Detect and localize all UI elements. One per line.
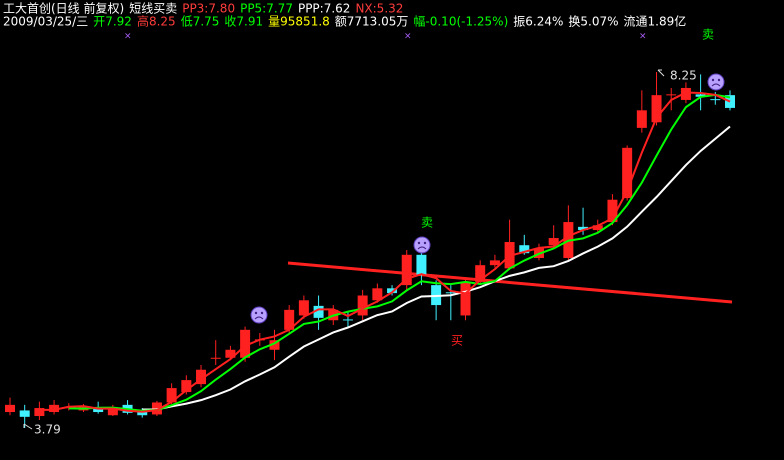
header-item: 短线买卖: [129, 2, 177, 16]
candle-body: [401, 254, 412, 286]
marker: ×: [124, 32, 132, 42]
header-item: 流通1.89亿: [624, 14, 687, 29]
candle-body: [607, 199, 618, 223]
header-line1: 工大首创(日线 前复权) 短线买卖 PP3:7.80 PP5:7.77 PPP:7.62…: [3, 1, 403, 16]
candle-body: [622, 147, 633, 199]
candle-body: [372, 288, 383, 301]
min-arrow: [23, 423, 33, 430]
candle-body: [666, 94, 677, 96]
candle-body: [93, 407, 104, 413]
candle-body: [651, 95, 662, 123]
face-icon: [413, 236, 431, 254]
candle-body: [181, 380, 192, 393]
candle-body: [284, 309, 295, 330]
candle-body: [166, 388, 177, 403]
markers: × × ×: [124, 32, 647, 42]
candle-body: [342, 319, 353, 321]
sell-signal: 卖: [421, 216, 433, 230]
candle-body: [592, 225, 603, 231]
candle-body: [49, 404, 60, 413]
candle-body: [19, 410, 30, 417]
header-item: 收7.91: [224, 15, 263, 29]
candle-body: [240, 329, 251, 358]
header-item: 低7.75: [181, 15, 220, 29]
header-item: 换5.07%: [568, 15, 618, 29]
header-item: 开7.92: [93, 15, 132, 29]
candle-body: [636, 110, 647, 128]
header-item: NX:5.32: [355, 2, 403, 16]
candle-body: [695, 94, 706, 97]
candle-body: [460, 281, 471, 316]
header-item: PPP:7.62: [298, 2, 350, 16]
candle-body: [196, 369, 207, 385]
plot: [5, 72, 735, 428]
header-item: 量95851.8: [268, 15, 330, 29]
candle-body: [578, 226, 589, 231]
candle-body: [519, 245, 530, 254]
moving-average: [142, 125, 731, 411]
face-icon: [250, 306, 268, 324]
header-item: 额7713.05万: [335, 15, 409, 29]
candle-body: [680, 87, 691, 100]
trend-line: [287, 261, 733, 304]
header-item: 高8.25: [137, 14, 176, 29]
header-item: 工大首创(日线 前复权): [3, 1, 124, 16]
candle-body: [489, 260, 500, 266]
candle-body: [107, 407, 118, 416]
candle-body: [548, 238, 559, 246]
moving-average: [39, 91, 731, 413]
candle-body: [137, 410, 148, 416]
face-icon: [707, 73, 725, 91]
header-line2: 2009/03/25/三 开7.92 高8.25 低7.75 收7.91 量95851.8…: [3, 14, 686, 29]
header-item: 2009/03/25/三: [3, 15, 88, 29]
candle-body: [210, 357, 221, 359]
candle-body: [475, 265, 486, 282]
max-arrow: [657, 69, 665, 77]
candle-body: [357, 295, 368, 316]
min-label: 3.79: [34, 423, 61, 437]
candle-body: [225, 349, 236, 358]
max-label: 8.25: [670, 69, 697, 83]
candle-body: [710, 99, 721, 101]
faces: [250, 73, 725, 324]
candle-body: [269, 340, 280, 350]
header-item: 幅-0.10(-1.25%): [413, 14, 508, 29]
candle-body: [387, 288, 398, 294]
buy-signal: 买: [451, 334, 463, 348]
header-item: PP5:7.77: [240, 2, 293, 16]
candle-body: [5, 404, 15, 413]
marker: ×: [404, 32, 412, 42]
candle-body: [34, 408, 45, 417]
header-item: PP3:7.80: [182, 2, 235, 16]
marker: ×: [639, 32, 647, 42]
candle-body: [313, 305, 324, 318]
sell-signal: 卖: [702, 28, 714, 42]
candle-body: [416, 254, 427, 275]
moving-average: [68, 93, 731, 412]
candle-body: [63, 407, 74, 409]
candle-body: [298, 300, 309, 316]
candle-body: [445, 292, 456, 294]
header-item: 振6.24%: [513, 15, 563, 29]
